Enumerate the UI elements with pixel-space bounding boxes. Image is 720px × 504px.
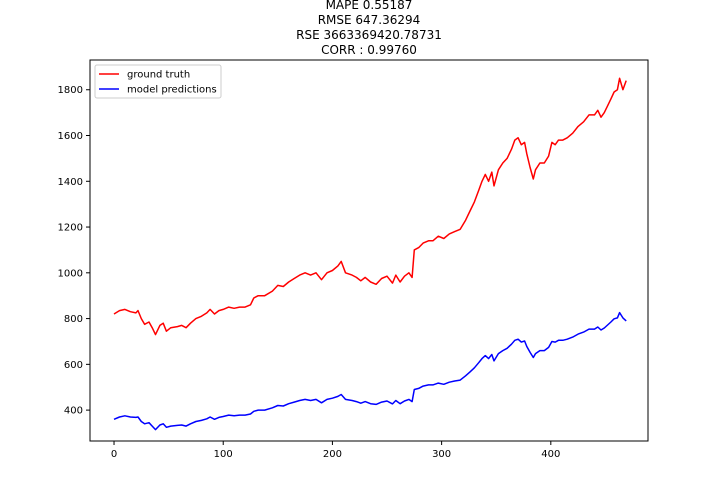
legend-label-ground-truth: ground truth [127, 70, 190, 81]
x-tick-label: 200 [323, 449, 342, 460]
legend-box [94, 64, 222, 99]
y-tick-label: 1800 [58, 85, 83, 96]
y-tick-label: 1400 [58, 177, 83, 188]
title-line-corr: CORR : 0.99760 [321, 43, 417, 57]
title-line-rse: RSE 3663369420.78731 [296, 28, 442, 42]
y-axis-ticks: 400 600 800 1000 1200 1400 1600 1800 [58, 85, 90, 417]
x-tick-label: 0 [111, 449, 117, 460]
legend: ground truth model predictions [94, 64, 222, 99]
legend-label-model-predictions: model predictions [127, 85, 217, 96]
series-group [113, 77, 627, 431]
x-tick-label: 300 [432, 449, 451, 460]
chart-title: MAPE 0.55187 RMSE 647.36294 RSE 36633694… [296, 0, 442, 57]
title-line-mape: MAPE 0.55187 [326, 0, 413, 12]
x-tick-label: 400 [541, 449, 560, 460]
series-line-model-predictions [113, 311, 627, 431]
y-tick-label: 1000 [58, 268, 83, 279]
x-axis-ticks: 0 100 200 300 400 [111, 441, 560, 460]
title-line-rmse: RMSE 647.36294 [318, 13, 421, 27]
y-tick-label: 1600 [58, 131, 83, 142]
y-tick-label: 1200 [58, 223, 83, 234]
series-line-ground-truth [113, 77, 627, 336]
y-tick-label: 600 [64, 360, 83, 371]
plot-area-frame [89, 59, 649, 442]
y-tick-label: 800 [64, 314, 83, 325]
x-tick-label: 100 [214, 449, 233, 460]
y-tick-label: 400 [64, 406, 83, 417]
